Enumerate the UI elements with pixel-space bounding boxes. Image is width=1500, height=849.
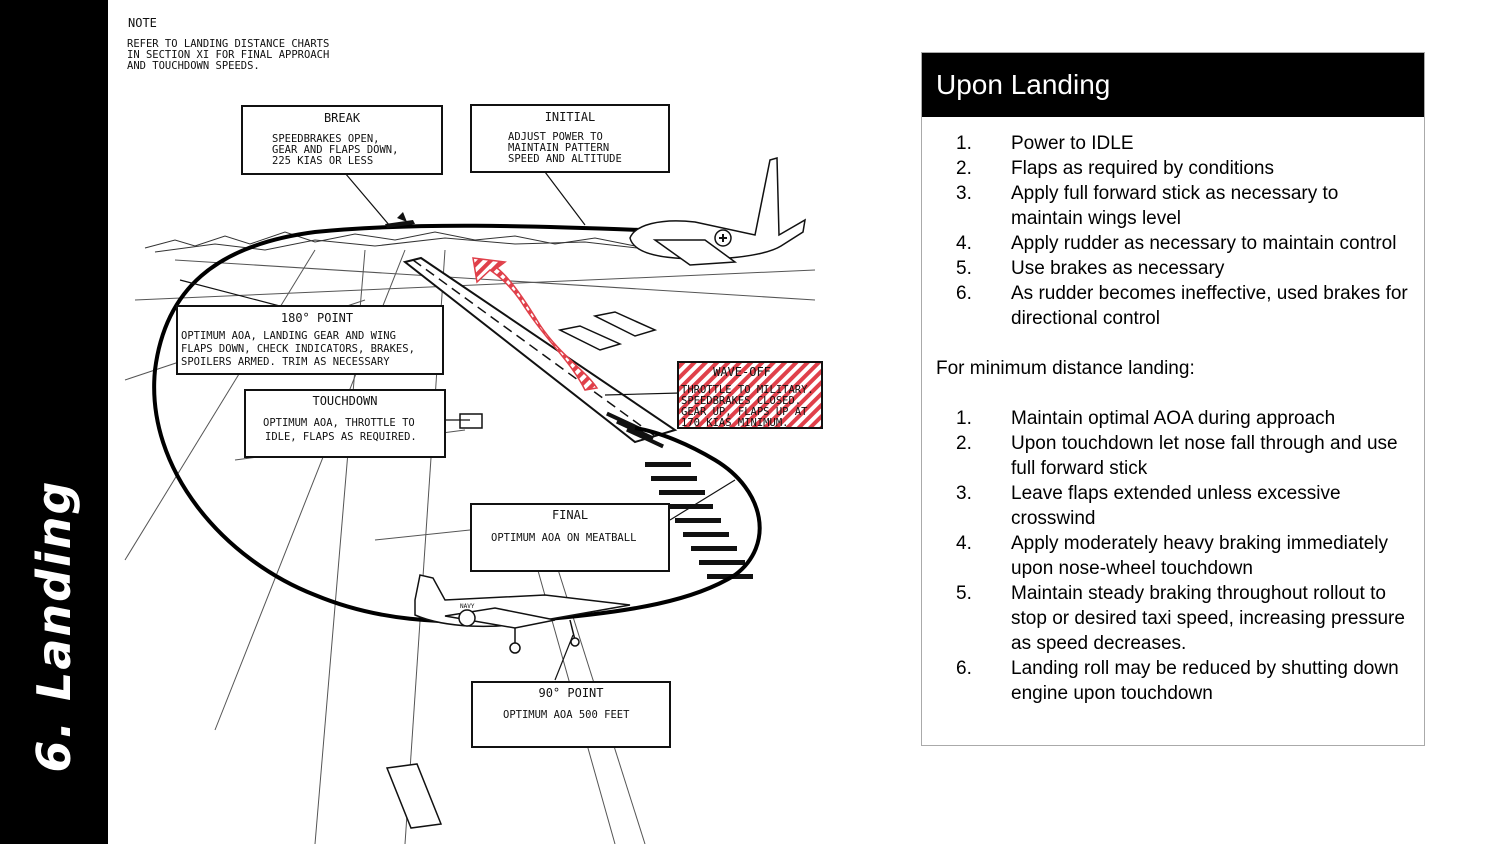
wave-off-line: GEAR UP, FLAPS UP AT (681, 406, 808, 418)
final-box: FINAL OPTIMUM AOA ON MEATBALL (470, 503, 670, 572)
break-line: 225 KIAS OR LESS (272, 155, 373, 167)
initial-line: MAINTAIN PATTERN (508, 142, 609, 154)
wave-off-line: 170 KIAS MINIMUM. (681, 417, 788, 429)
list-item: 4. Apply rudder as necessary to maintain … (936, 231, 1410, 256)
note-title: NOTE (128, 16, 157, 30)
step-number: 3. (956, 183, 972, 204)
list-item: 3. Leave flaps extended unless excessive … (936, 481, 1410, 531)
list-item: 5. Use brakes as necessary (936, 256, 1410, 281)
initial-title: INITIAL (545, 110, 596, 124)
step-text: Maintain optimal AOA during approach (1011, 408, 1336, 429)
section-title: 6. Landing (27, 479, 81, 773)
step-number: 3. (956, 483, 972, 504)
initial-line: SPEED AND ALTITUDE (508, 153, 622, 165)
point-90-line: OPTIMUM AOA 500 FEET (503, 709, 630, 721)
touchdown-box: TOUCHDOWN OPTIMUM AOA, THROTTLE TO IDLE,… (244, 389, 446, 458)
step-number: 5. (956, 583, 972, 604)
point-180-title: 180° POINT (281, 311, 353, 325)
step-text: Apply full forward stick as necessary to… (1011, 183, 1339, 229)
section-sidebar: 6. Landing (0, 0, 108, 844)
touchdown-line: IDLE, FLAPS AS REQUIRED. (265, 431, 417, 443)
list-item: 3. Apply full forward stick as necessary … (936, 181, 1410, 231)
step-number: 2. (956, 433, 972, 454)
break-title: BREAK (324, 111, 361, 125)
landing-pattern-diagram: NOTE REFER TO LANDING DISTANCE CHARTS IN… (115, 0, 835, 845)
step-text: Apply moderately heavy braking immediate… (1011, 533, 1389, 579)
step-number: 6. (956, 658, 972, 679)
wave-off-box: WAVE-OFF THROTTLE TO MILITARY. SPEEDBRAK… (677, 361, 823, 429)
list-item: 4. Apply moderately heavy braking immedia… (936, 531, 1410, 581)
jet-at-break-icon (385, 212, 415, 228)
note-line: REFER TO LANDING DISTANCE CHARTS (127, 38, 329, 50)
traffic-pattern-path (152, 223, 762, 624)
step-text: Leave flaps extended unless excessive cr… (1011, 483, 1341, 529)
step-number: 1. (956, 408, 972, 429)
list-item: 6. As rudder becomes ineffective, used br… (936, 281, 1410, 331)
list-item: 2. Flaps as required by conditions (936, 156, 1410, 181)
list-item: 2. Upon touchdown let nose fall through a… (936, 431, 1410, 481)
wave-off-line: THROTTLE TO MILITARY. (681, 384, 814, 396)
wave-off-line: SPEEDBRAKES CLOSED. (681, 395, 801, 407)
break-box: BREAK SPEEDBRAKES OPEN, GEAR AND FLAPS D… (241, 105, 443, 175)
list-item: 6. Landing roll may be reduced by shuttin… (936, 656, 1410, 706)
break-line: SPEEDBRAKES OPEN, (272, 133, 379, 145)
min-distance-steps-list: 1. Maintain optimal AOA during approach 2… (936, 406, 1410, 706)
min-distance-heading: For minimum distance landing: (936, 358, 1195, 379)
panel-body: 1. Power to IDLE 2. Flaps as required by c… (922, 117, 1424, 706)
touchdown-line: OPTIMUM AOA, THROTTLE TO (263, 417, 415, 429)
landing-steps-list: 1. Power to IDLE 2. Flaps as required by c… (936, 131, 1410, 331)
point-90-title: 90° POINT (538, 686, 603, 700)
point-180-line: OPTIMUM AOA, LANDING GEAR AND WING (181, 330, 396, 342)
final-line: OPTIMUM AOA ON MEATBALL (491, 532, 636, 544)
list-item: 5. Maintain steady braking throughout rol… (936, 581, 1410, 656)
point-180-box: 180° POINT OPTIMUM AOA, LANDING GEAR AND… (176, 305, 444, 375)
step-text: Upon touchdown let nose fall through and… (1011, 433, 1398, 479)
step-text: Landing roll may be reduced by shutting … (1011, 658, 1399, 704)
note-line: AND TOUCHDOWN SPEEDS. (127, 60, 260, 72)
upon-landing-panel: Upon Landing 1. Power to IDLE 2. Flaps as … (921, 52, 1425, 746)
point-90-box: 90° POINT OPTIMUM AOA 500 FEET (471, 681, 671, 748)
list-item: 1. Power to IDLE (936, 131, 1410, 156)
wave-off-title: WAVE-OFF (713, 365, 771, 379)
step-number: 2. (956, 158, 972, 179)
aircraft-initial-icon (629, 157, 807, 266)
break-line: GEAR AND FLAPS DOWN, (272, 144, 398, 156)
touchdown-title: TOUCHDOWN (312, 394, 377, 408)
note: NOTE REFER TO LANDING DISTANCE CHARTS IN… (127, 16, 329, 72)
step-number: 4. (956, 533, 972, 554)
runway (402, 256, 678, 449)
final-title: FINAL (552, 508, 588, 522)
step-number: 1. (956, 133, 972, 154)
wave-off-arrow (472, 257, 599, 391)
step-text: Apply rudder as necessary to maintain co… (1011, 233, 1397, 254)
point-180-line: FLAPS DOWN, CHECK INDICATORS, BRAKES, (181, 343, 415, 355)
panel-title: Upon Landing (922, 53, 1424, 117)
horizon-terrain (144, 231, 656, 253)
initial-line: ADJUST POWER TO (508, 131, 603, 143)
step-text: Flaps as required by conditions (1011, 158, 1274, 179)
point-180-line: SPOILERS ARMED. TRIM AS NECESSARY (181, 356, 390, 368)
airfield-buildings (385, 311, 658, 829)
aircraft-marking: NAVY (460, 603, 475, 610)
step-text: Use brakes as necessary (1011, 258, 1225, 279)
step-number: 5. (956, 258, 972, 279)
step-text: As rudder becomes ineffective, used brak… (1011, 283, 1408, 329)
list-item: 1. Maintain optimal AOA during approach (936, 406, 1410, 431)
note-line: IN SECTION XI FOR FINAL APPROACH (127, 49, 329, 61)
initial-box: INITIAL ADJUST POWER TO MAINTAIN PATTERN… (470, 104, 670, 173)
step-text: Maintain steady braking throughout rollo… (1011, 583, 1405, 654)
step-number: 6. (956, 283, 972, 304)
step-number: 4. (956, 233, 972, 254)
step-text: Power to IDLE (1011, 133, 1134, 154)
aircraft-90-point-icon: NAVY (414, 574, 631, 654)
